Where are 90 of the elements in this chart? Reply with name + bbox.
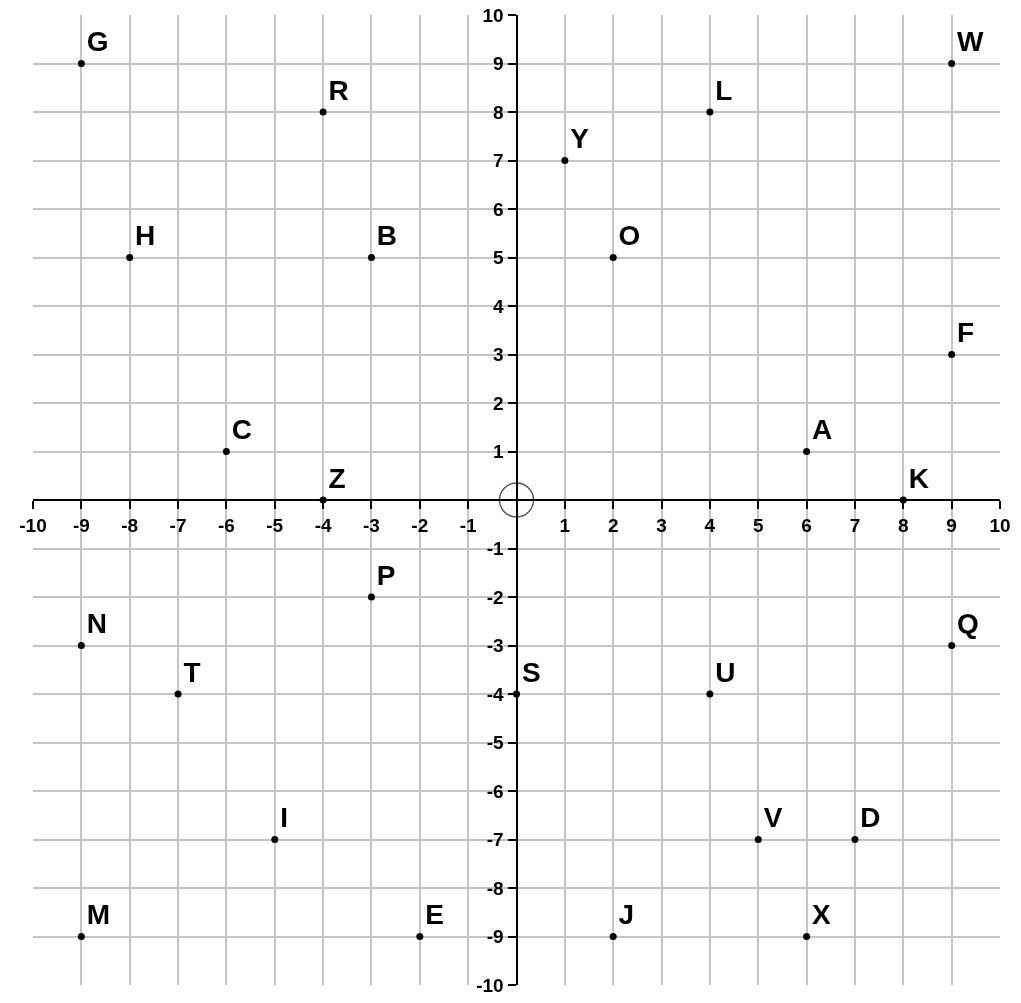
point (609, 254, 617, 261)
data-label: M (86, 899, 111, 931)
x-tick-label: 8 (898, 514, 909, 536)
y-tick-label: 10 (482, 4, 504, 26)
y-tick-label: -10 (476, 974, 504, 996)
point (319, 108, 327, 116)
data-label: T (183, 656, 201, 688)
y-tick-label: 4 (493, 295, 505, 317)
data-label: Q (957, 608, 979, 640)
point (948, 351, 956, 358)
data-label: K (908, 462, 929, 494)
x-tick-label: 4 (704, 514, 716, 536)
point (803, 448, 811, 455)
y-tick-label: 5 (493, 247, 505, 269)
y-tick-label: 9 (493, 53, 504, 75)
point (754, 836, 762, 843)
data-label: I (280, 802, 288, 834)
point (851, 836, 859, 843)
point (367, 254, 375, 261)
data-label: J (618, 899, 635, 931)
x-tick-label: -8 (121, 514, 139, 536)
y-tick-label: -1 (486, 538, 505, 560)
x-tick-label: -6 (217, 514, 235, 536)
data-label: N (86, 608, 107, 640)
data-label: E (425, 899, 444, 931)
data-label: O (618, 220, 641, 252)
y-tick-label: 3 (493, 344, 504, 366)
point (77, 642, 85, 649)
point (948, 642, 956, 649)
data-label: S (521, 656, 541, 688)
data-label: Y (570, 123, 590, 155)
x-tick-label: -1 (459, 514, 478, 536)
y-tick-label: -5 (486, 732, 505, 754)
x-tick-label: 3 (656, 514, 667, 536)
data-label: L (715, 74, 733, 106)
x-tick-label: -2 (411, 514, 429, 536)
y-tick-label: -4 (486, 683, 505, 705)
y-tick-label: -7 (486, 829, 504, 851)
x-tick-label: 10 (989, 514, 1011, 536)
y-tick-label: -9 (486, 926, 504, 948)
point (174, 690, 182, 698)
y-tick-label: -6 (486, 780, 504, 802)
point (222, 448, 230, 455)
data-label: W (957, 26, 985, 58)
x-tick-label: 7 (849, 514, 861, 536)
x-tick-label: -9 (72, 514, 90, 536)
data-label: A (811, 414, 833, 446)
y-tick-label: -3 (486, 635, 504, 657)
data-label: R (328, 74, 349, 106)
point (706, 690, 714, 698)
point (609, 933, 617, 940)
data-label: H (135, 220, 156, 252)
point (271, 836, 279, 843)
x-tick-label: -7 (169, 514, 187, 536)
data-label: V (763, 802, 783, 834)
x-tick-label: 2 (607, 514, 619, 536)
data-label: F (957, 317, 975, 349)
y-tick-label: 6 (493, 198, 504, 220)
x-tick-label: -3 (363, 514, 380, 536)
x-tick-label: 5 (752, 514, 764, 536)
point (77, 60, 85, 67)
data-label: X (811, 899, 831, 931)
point (367, 593, 375, 601)
data-label: Z (328, 462, 346, 494)
data-label: U (715, 656, 736, 688)
data-label: G (86, 26, 109, 58)
x-tick-label: -4 (314, 514, 332, 536)
y-tick-label: 2 (493, 392, 504, 414)
point (706, 108, 714, 116)
y-tick-label: 1 (493, 441, 505, 463)
data-label: B (376, 220, 398, 252)
y-tick-label: -8 (486, 877, 504, 899)
point (803, 933, 811, 940)
x-tick-label: 9 (946, 514, 957, 536)
point (77, 933, 85, 940)
x-tick-label: 1 (559, 514, 571, 536)
data-label: C (231, 414, 253, 446)
y-tick-label: -2 (486, 586, 504, 608)
data-label: P (376, 559, 396, 591)
point (416, 933, 424, 940)
point (948, 60, 956, 67)
y-tick-label: 7 (493, 150, 504, 172)
x-tick-label: -10 (19, 514, 47, 536)
point (126, 254, 134, 261)
data-label: D (860, 802, 881, 834)
x-tick-label: 6 (801, 514, 812, 536)
point (498, 482, 535, 518)
y-tick-label: 8 (493, 101, 504, 123)
x-tick-label: -5 (266, 514, 284, 536)
point (561, 157, 569, 164)
